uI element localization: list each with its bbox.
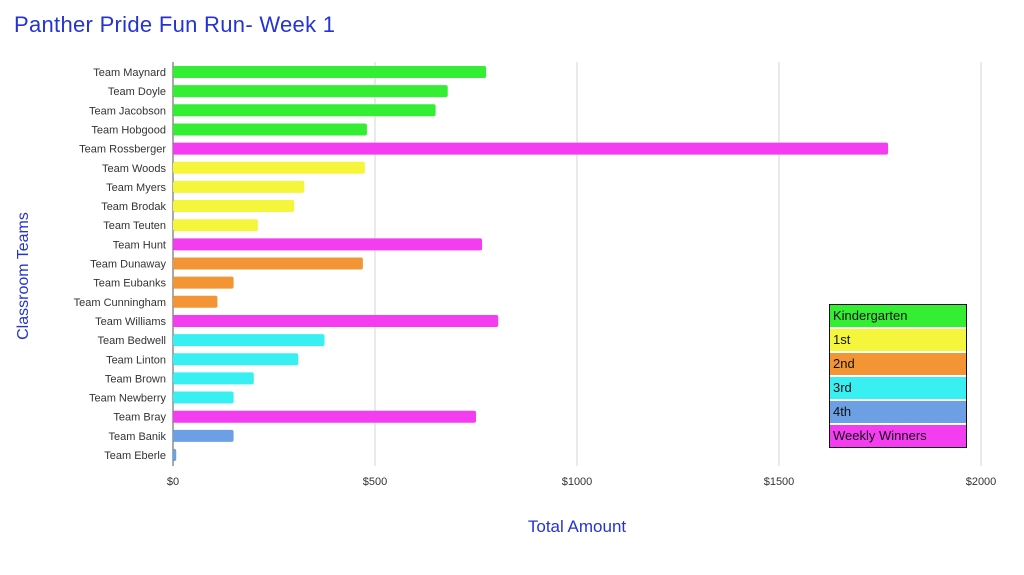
legend-item-3rd: 3rd — [830, 377, 966, 401]
x-axis-label: Total Amount — [527, 517, 627, 536]
bar — [173, 314, 499, 327]
y-category-label: Team Eberle — [104, 450, 166, 462]
bar — [173, 180, 305, 193]
y-category-label: Team Hunt — [113, 239, 166, 251]
x-tick-label: $1000 — [562, 476, 593, 488]
bar — [173, 410, 476, 423]
y-category-label: Team Williams — [95, 316, 166, 328]
y-category-label: Team Doyle — [108, 86, 166, 98]
y-category-label: Team Linton — [106, 354, 166, 366]
y-category-label: Team Bray — [113, 412, 166, 424]
bar — [173, 66, 487, 78]
bar — [173, 142, 889, 155]
y-category-label: Team Jacobson — [89, 105, 166, 117]
x-tick-label: $0 — [167, 476, 179, 488]
bar — [173, 85, 448, 98]
y-category-label: Team Dunaway — [90, 259, 166, 271]
bar — [173, 429, 234, 442]
y-category-label: Team Woods — [102, 163, 166, 175]
y-category-label: Team Banik — [109, 431, 167, 443]
legend-item-2nd: 2nd — [830, 353, 966, 377]
y-category-label: Team Cunningham — [74, 297, 166, 309]
bar — [173, 353, 299, 366]
y-category-label: Team Maynard — [93, 67, 166, 79]
bar — [173, 257, 363, 270]
x-tick-label: $1500 — [764, 476, 795, 488]
y-category-label: Team Myers — [106, 182, 166, 194]
x-tick-label: $500 — [363, 476, 387, 488]
y-category-label: Team Brown — [105, 373, 166, 385]
legend-item-1st: 1st — [830, 329, 966, 353]
bar — [173, 104, 436, 117]
bar — [173, 391, 234, 404]
y-category-label: Team Hobgood — [91, 124, 166, 136]
y-category-label: Team Bedwell — [98, 335, 166, 347]
bar — [173, 372, 254, 385]
chart-title: Panther Pride Fun Run- Week 1 — [14, 12, 336, 37]
y-category-label: Team Teuten — [103, 220, 166, 232]
bar — [173, 449, 177, 461]
bar — [173, 238, 483, 251]
bar — [173, 123, 367, 136]
bar — [173, 276, 234, 289]
x-tick-label: $2000 — [966, 476, 997, 488]
legend-item-kindergarten: Kindergarten — [830, 305, 966, 329]
legend: Kindergarten 1st 2nd 3rd 4th Weekly Winn… — [829, 304, 967, 448]
y-category-label: Team Eubanks — [93, 278, 166, 290]
y-category-label: Team Brodak — [101, 201, 166, 213]
bar — [173, 200, 295, 213]
legend-item-weekly-winners: Weekly Winners — [830, 425, 966, 447]
bar — [173, 219, 258, 232]
y-category-label: Team Rossberger — [79, 144, 166, 156]
y-category-label: Team Newberry — [89, 393, 167, 405]
bar — [173, 295, 218, 308]
bar — [173, 334, 325, 347]
legend-item-4th: 4th — [830, 401, 966, 425]
bar — [173, 161, 365, 174]
